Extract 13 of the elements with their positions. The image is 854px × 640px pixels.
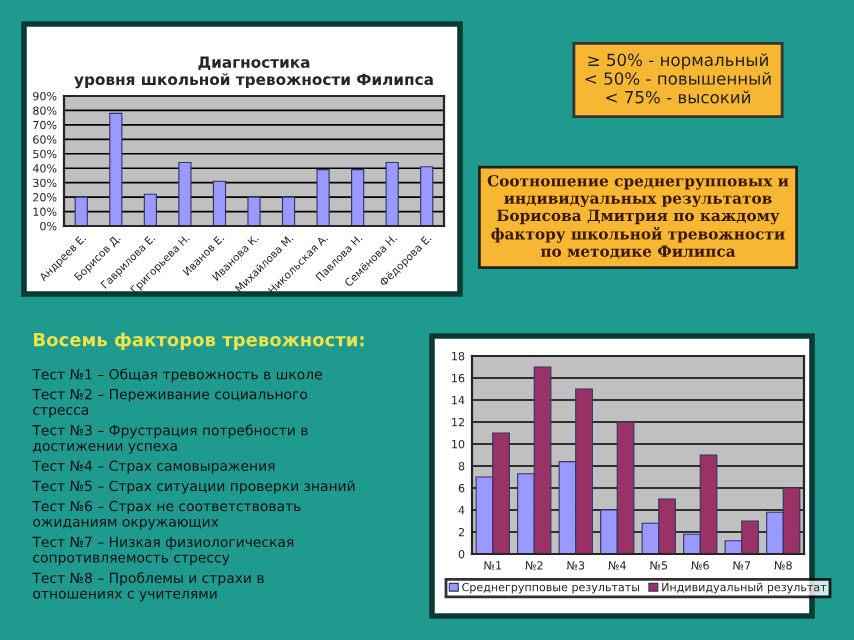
bar [316, 169, 330, 226]
text: ≥ 50% - нормальный < 50% - повышенный < 75% - высокий [585, 53, 771, 104]
bar [385, 161, 399, 226]
bar [178, 161, 192, 226]
bar [143, 193, 157, 226]
text: Восемь факторов тревожности: [34, 332, 364, 350]
bar [247, 196, 261, 226]
bar [74, 196, 88, 226]
bar [212, 180, 227, 226]
bar [420, 166, 434, 226]
bar [281, 196, 296, 226]
bar [351, 169, 365, 226]
bar [109, 112, 123, 226]
